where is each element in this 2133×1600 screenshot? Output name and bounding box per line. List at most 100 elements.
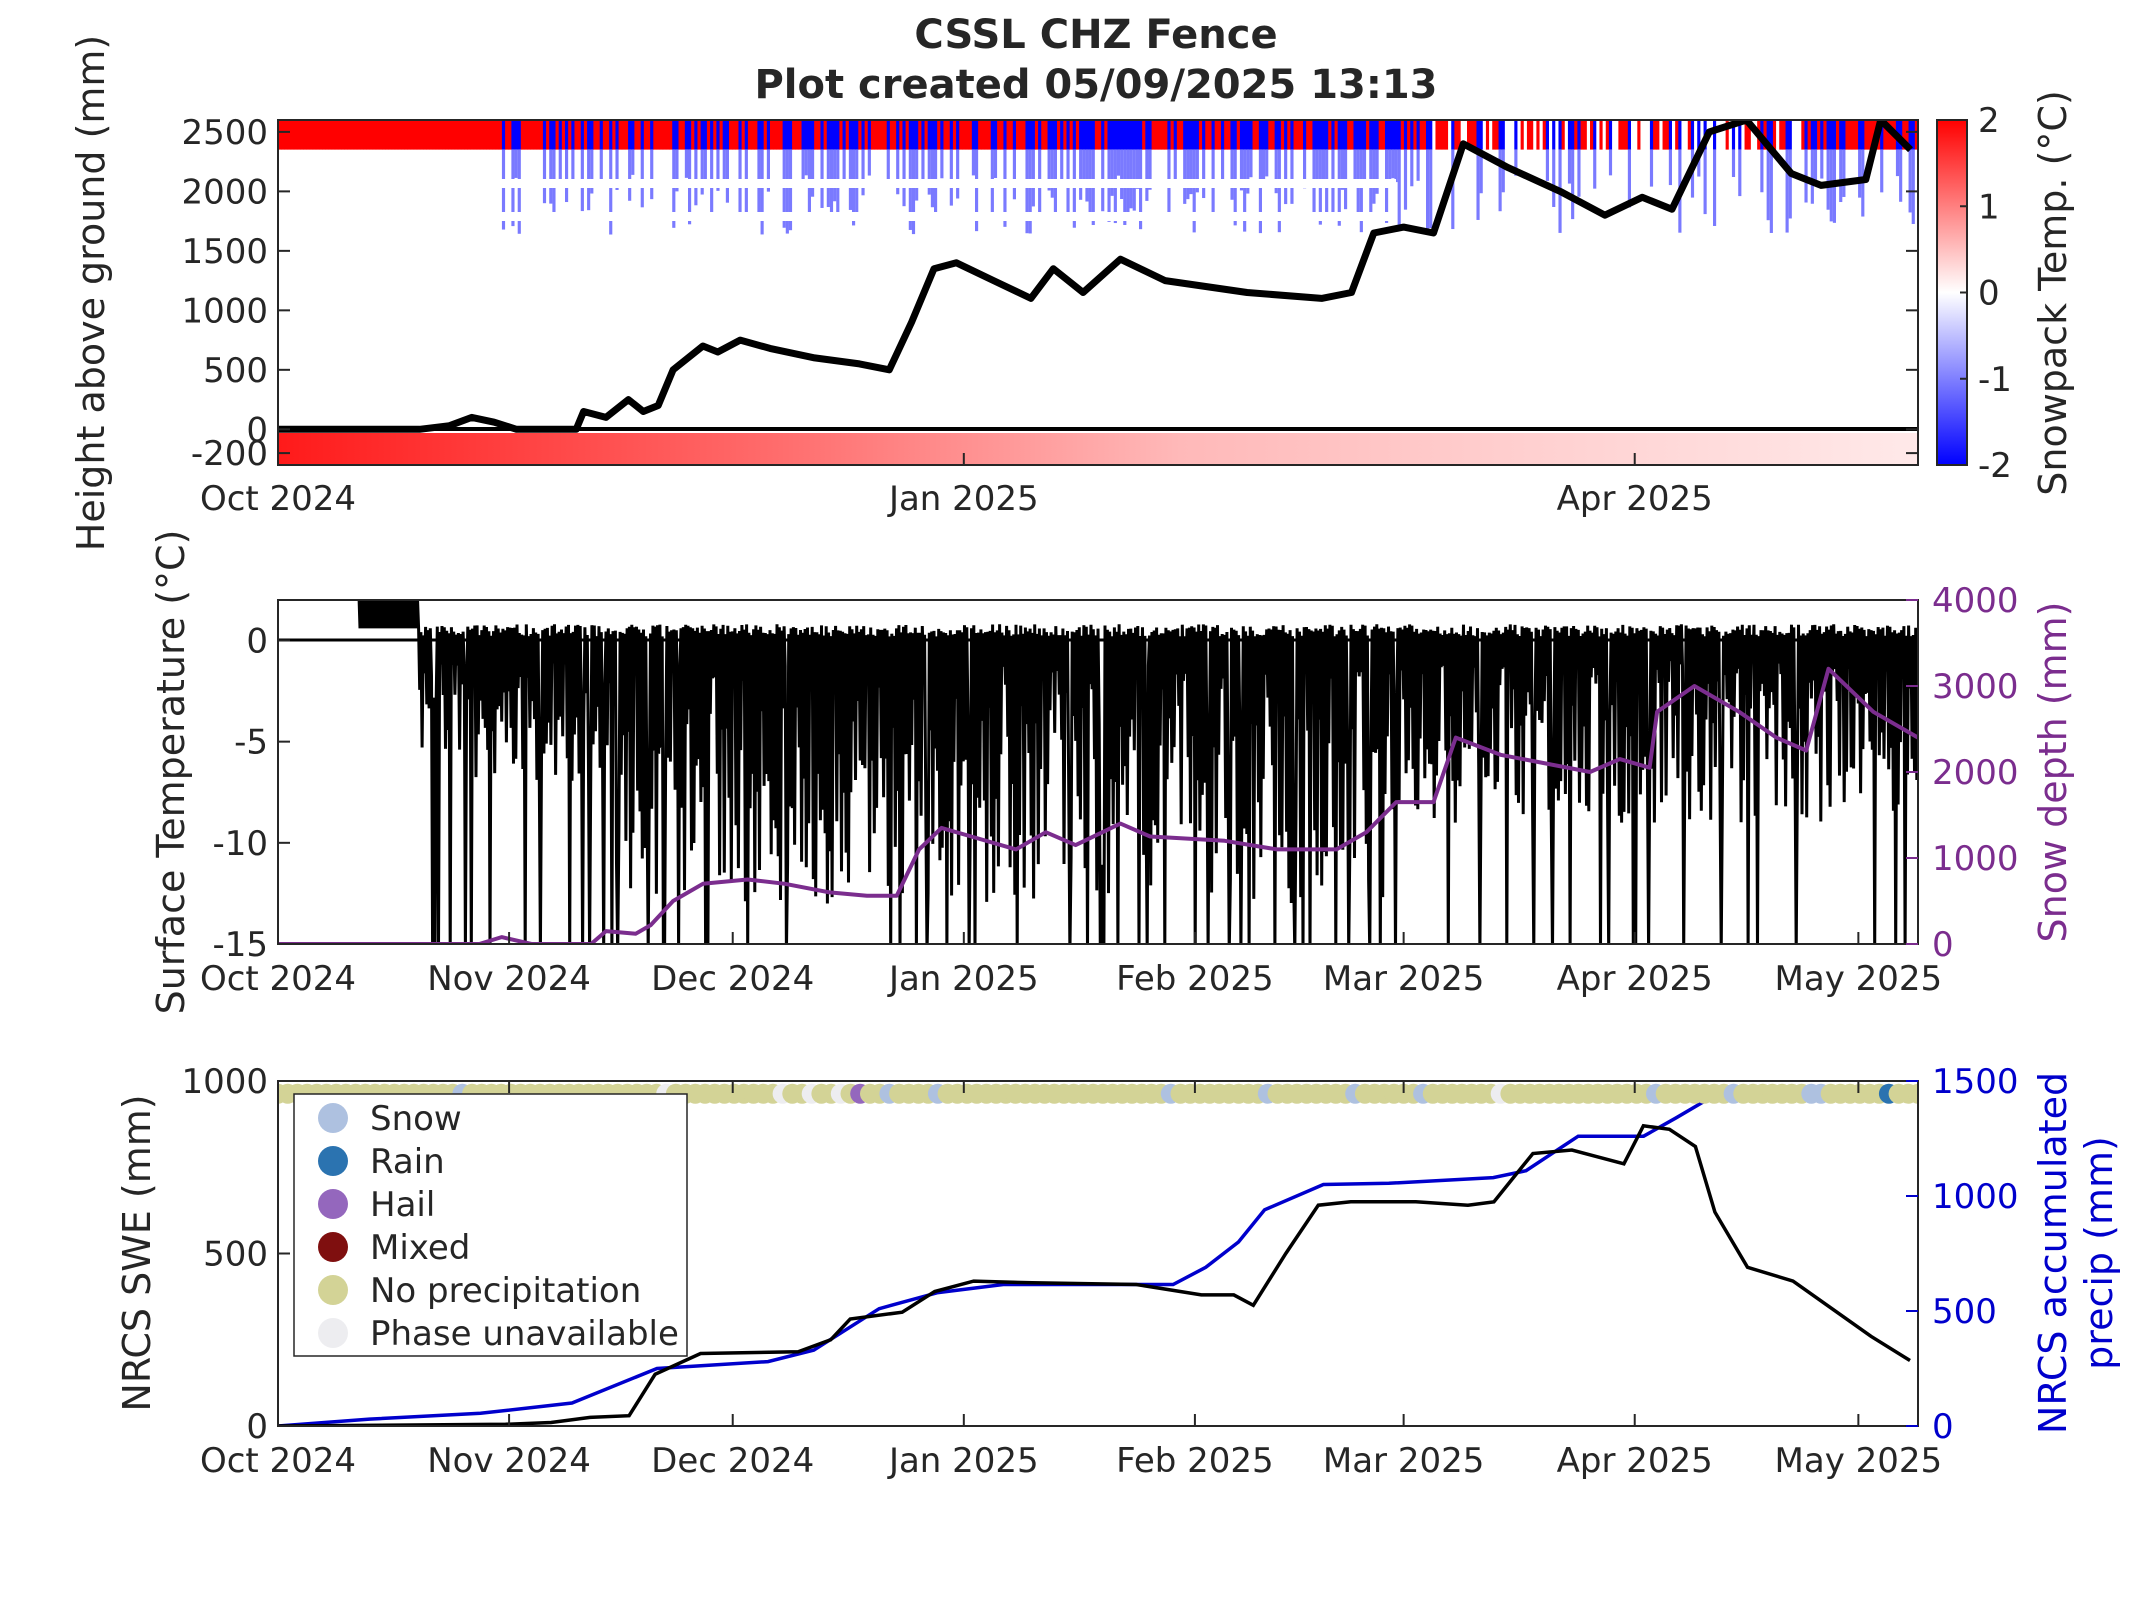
heatmap-cell [1016, 120, 1020, 150]
heatmap-cell [1378, 120, 1383, 150]
heatmap-cell [1176, 120, 1181, 150]
heatmap-cell [1410, 149, 1414, 430]
heatmap-cell [855, 149, 859, 430]
heatmap-cell [1057, 149, 1061, 430]
heatmap-cell [713, 120, 717, 150]
heatmap-cell [489, 149, 494, 430]
heatmap-cell [650, 120, 654, 150]
heatmap-cell [369, 120, 374, 150]
heatmap-cell [826, 149, 831, 208]
heatmap-cell [1656, 120, 1660, 150]
heatmap-cell [1864, 149, 1869, 430]
heatmap-cell [1574, 149, 1578, 430]
colorbar-tick-label: 2 [1978, 101, 2000, 141]
heatmap-cell [571, 120, 576, 150]
heatmap-cell [1864, 120, 1869, 150]
heatmap-cell [975, 149, 979, 232]
heatmap-cell [495, 149, 500, 430]
heatmap-cell [1618, 149, 1623, 430]
heatmap-cell [949, 120, 954, 150]
heatmap-cell [539, 120, 544, 150]
heatmap-cell [1091, 120, 1096, 150]
heatmap-cell [347, 149, 352, 430]
legend-label: Phase unavailable [370, 1314, 679, 1354]
heatmap-cell [1716, 120, 1720, 150]
heatmap-cell [419, 120, 424, 150]
heatmap-cell [1101, 149, 1105, 430]
heatmap-cell [1299, 149, 1304, 430]
x-tick-label: Jan 2025 [887, 1441, 1039, 1481]
heatmap-cell [1511, 149, 1515, 430]
heatmap-cell [981, 149, 986, 430]
heatmap-cell [719, 149, 724, 430]
heatmap-cell [1303, 120, 1307, 150]
heatmap-cell [1713, 149, 1717, 226]
heatmap-cell [1880, 149, 1884, 193]
heatmap-cell [1098, 149, 1102, 430]
swe-y-axis-label: NRCS SWE (mm) [115, 1094, 159, 1411]
heatmap-cell [1482, 120, 1487, 150]
heatmap-cell [624, 120, 629, 150]
heatmap-cell [1167, 120, 1172, 150]
heatmap-cell [782, 149, 787, 228]
heatmap-cell [886, 149, 891, 188]
heatmap-cell [457, 149, 462, 430]
heatmap-cell [631, 149, 635, 430]
heatmap-cell [454, 120, 459, 150]
heatmap-cell [833, 149, 837, 202]
heatmap-cell [423, 149, 427, 430]
heatmap-cell [1243, 120, 1247, 150]
heatmap-cell [1116, 149, 1121, 176]
heatmap-cell [1186, 120, 1191, 150]
heatmap-cell [1031, 149, 1036, 207]
heatmap-cell [993, 149, 998, 178]
heatmap-cell [1410, 120, 1414, 150]
heatmap-cell [287, 120, 292, 150]
heatmap-cell [1649, 149, 1654, 430]
heatmap-cell [501, 149, 506, 230]
heatmap-cell [1895, 149, 1900, 430]
heatmap-cell [1571, 149, 1575, 430]
heatmap-cell [968, 120, 973, 150]
heatmap-cell [1362, 120, 1367, 150]
heatmap-cell [536, 120, 541, 150]
heatmap-cell [1239, 120, 1244, 150]
heatmap-cell [1485, 120, 1490, 150]
heatmap-cell [896, 149, 900, 430]
heatmap-cell [536, 149, 541, 430]
heatmap-cell [1498, 120, 1503, 150]
heatmap-cell [1161, 149, 1165, 430]
heatmap-cell [713, 149, 717, 430]
heatmap-cell [770, 120, 774, 150]
heatmap-cell [1025, 149, 1030, 234]
missing-sensor-row [278, 179, 1396, 188]
heatmap-cell [1760, 149, 1765, 193]
legend-marker [318, 1275, 348, 1305]
heatmap-cell [1217, 120, 1222, 150]
heatmap-cell [1003, 149, 1008, 227]
heatmap-cell [1284, 149, 1288, 205]
heatmap-cell [404, 120, 408, 150]
heatmap-cell [833, 149, 837, 430]
heatmap-cell [555, 120, 560, 150]
heatmap-cell [322, 120, 326, 150]
heatmap-cell [1426, 149, 1430, 430]
heatmap-cell [369, 149, 374, 430]
heatmap-cell [565, 149, 569, 203]
y2-tick-label: 1000 [1932, 839, 2019, 879]
heatmap-cell [1798, 149, 1802, 430]
heatmap-cell [628, 149, 632, 201]
heatmap-cell [1479, 149, 1484, 194]
heatmap-cell [1290, 149, 1295, 204]
heatmap-cell [754, 149, 758, 430]
heatmap-cell [1170, 149, 1175, 430]
heatmap-cell [1435, 120, 1440, 150]
heatmap-cell [908, 149, 913, 230]
heatmap-cell [1826, 149, 1831, 430]
y-tick-label: 0 [246, 621, 268, 661]
heatmap-cell [776, 120, 781, 150]
heatmap-cell [1662, 120, 1667, 150]
heatmap-cell [1303, 149, 1307, 189]
heatmap-cell [517, 149, 522, 430]
heatmap-cell [1438, 149, 1443, 430]
